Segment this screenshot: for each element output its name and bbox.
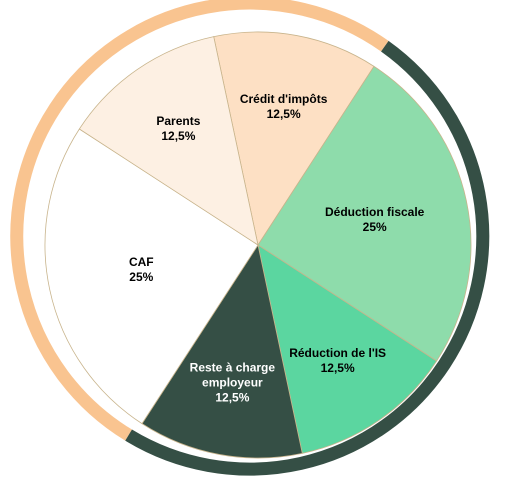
slice-label: CAF 25% [86,255,196,285]
pie-slice [213,31,375,247]
value-label: 12,5% [266,106,301,121]
category-label: Parents [156,114,201,129]
category-label: Déduction fiscale [324,205,425,220]
pie [44,31,472,459]
category-label: CAF [128,254,154,269]
ring-company [125,40,490,476]
category-label: Réduction de l'IS [289,345,387,360]
value-label: 25% [362,220,387,235]
slice-label: Crédit d'impôts 12,5% [229,92,339,122]
pie-slice [257,65,472,362]
slice-label: Reste à charge employeur 12,5% [177,361,287,406]
slice-label: Réduction de l'IS 12,5% [283,346,393,376]
pie-slice [44,128,259,425]
pie-slice [78,36,259,246]
category-label: Crédit d'impôts [239,91,328,106]
category-label: Reste à charge employeur [189,360,276,390]
ring-family [10,0,389,441]
value-label: 12,5% [161,129,196,144]
slice-label: Déduction fiscale 25% [320,205,430,235]
value-label: 12,5% [320,360,355,375]
value-label: 12,5% [215,390,250,405]
pie-slice [257,244,438,454]
slice-label: Parents 12,5% [123,114,233,144]
value-label: 25% [129,269,154,284]
pie-slice [141,243,303,459]
